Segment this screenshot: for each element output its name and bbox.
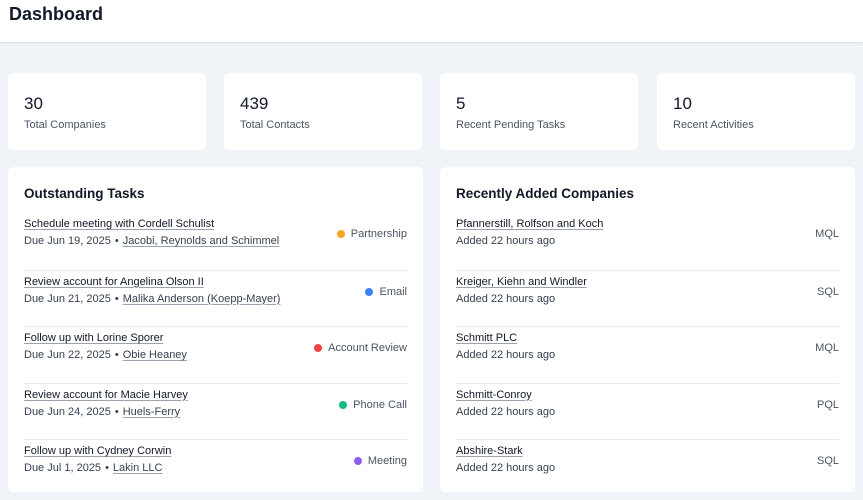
task-list: Schedule meeting with Cordell Schulist D… (8, 213, 423, 496)
company-name-link[interactable]: Kreiger, Kiehn and Windler (456, 275, 587, 288)
task-meta: Due Jun 22, 2025 • Obie Heaney (24, 349, 187, 361)
task-row: Schedule meeting with Cordell Schulist D… (24, 213, 407, 270)
company-name-link[interactable]: Pfannerstill, Rolfson and Koch (456, 218, 604, 230)
task-type-label: Partnership (350, 228, 407, 240)
separator: • (114, 349, 119, 361)
company-row: Schmitt-Conroy Added 22 hours ago PQL (456, 382, 839, 440)
stat-value: 5 (456, 94, 466, 113)
task-type: Partnership (336, 228, 407, 240)
company-list: Pfannerstill, Rolfson and Koch Added 22 … (440, 213, 855, 496)
lifecycle-stage: PQL (816, 398, 839, 411)
task-type-label: Email (379, 285, 407, 298)
separator: • (114, 235, 119, 247)
status-dot-icon (365, 287, 374, 296)
company-row: Abshire-Stark Added 22 hours ago SQL (456, 439, 839, 496)
separator: • (105, 462, 109, 474)
task-row: Follow up with Lorine Sporer Due Jun 22,… (24, 326, 407, 383)
task-due-date: Due Jun 22, 2025 (24, 349, 111, 361)
company-name-link[interactable]: Abshire-Stark (456, 445, 523, 457)
lifecycle-stage: SQL (816, 285, 839, 298)
lifecycle-stage: SQL (816, 455, 839, 467)
lifecycle-stage: MQL (815, 228, 839, 240)
task-due-date: Due Jun 21, 2025 (24, 292, 111, 305)
task-type: Account Review (314, 342, 407, 354)
task-type-label: Meeting (367, 455, 407, 467)
task-title-link[interactable]: Schedule meeting with Cordell Schulist (24, 218, 215, 230)
separator: • (114, 292, 119, 305)
task-row: Follow up with Cydney Corwin Due Jul 1, … (24, 439, 407, 496)
status-dot-icon (336, 230, 345, 238)
task-title-link[interactable]: Follow up with Lorine Sporer (24, 332, 164, 344)
task-meta: Due Jun 24, 2025 • Huels-Ferry (24, 406, 180, 418)
task-title-link[interactable]: Follow up with Cydney Corwin (24, 445, 172, 457)
stat-value: 439 (240, 94, 269, 113)
stat-card-pending-tasks[interactable]: 5 Recent Pending Tasks (440, 73, 638, 150)
task-company-link[interactable]: Malika Anderson (Koepp-Mayer) (122, 292, 281, 305)
company-added: Added 22 hours ago (456, 405, 556, 418)
status-dot-icon (314, 344, 323, 352)
task-type: Email (365, 286, 407, 298)
task-row: Review account for Macie Harvey Due Jun … (24, 382, 407, 440)
company-row: Kreiger, Kiehn and Windler Added 22 hour… (456, 269, 839, 327)
stat-label: Recent Pending Tasks (456, 119, 566, 131)
outstanding-tasks-panel: Outstanding Tasks Schedule meeting with … (8, 167, 423, 492)
status-dot-icon (353, 457, 362, 465)
task-title-link[interactable]: Review account for Angelina Olson II (24, 275, 204, 288)
company-added: Added 22 hours ago (456, 292, 556, 305)
task-company-link[interactable]: Huels-Ferry (122, 405, 181, 418)
stat-value: 10 (673, 94, 692, 113)
task-type-label: Phone Call (353, 398, 407, 411)
stat-value: 30 (24, 94, 43, 113)
stat-card-recent-activities[interactable]: 10 Recent Activities (657, 73, 855, 150)
task-title-link[interactable]: Review account for Macie Harvey (24, 388, 188, 401)
company-row: Schmitt PLC Added 22 hours ago MQL (456, 326, 839, 383)
company-added: Added 22 hours ago (456, 349, 556, 361)
task-type: Phone Call (339, 399, 407, 411)
stat-card-total-contacts[interactable]: 439 Total Contacts (224, 73, 422, 150)
company-name-link[interactable]: Schmitt PLC (456, 332, 518, 344)
stat-card-total-companies[interactable]: 30 Total Companies (8, 73, 206, 150)
task-company-link[interactable]: Lakin LLC (112, 462, 163, 474)
task-type-label: Account Review (328, 342, 407, 354)
page-title: Dashboard (9, 4, 104, 24)
company-added: Added 22 hours ago (456, 235, 556, 247)
task-type: Meeting (353, 455, 407, 467)
stat-label: Total Companies (24, 119, 106, 131)
task-company-link[interactable]: Obie Heaney (122, 349, 187, 361)
company-name-link[interactable]: Schmitt-Conroy (456, 388, 532, 401)
recent-companies-panel: Recently Added Companies Pfannerstill, R… (440, 167, 855, 492)
task-due-date: Due Jun 24, 2025 (24, 405, 111, 418)
stat-label: Total Contacts (240, 119, 310, 131)
task-due-date: Due Jul 1, 2025 (24, 462, 102, 474)
task-meta: Due Jun 21, 2025 • Malika Anderson (Koepp-… (24, 293, 280, 305)
task-meta: Due Jun 19, 2025 • Jacobi, Reynolds and Sc… (24, 235, 279, 247)
company-added: Added 22 hours ago (456, 462, 556, 474)
task-row: Review account for Angelina Olson II Due… (24, 269, 407, 327)
panel-title: Recently Added Companies (456, 186, 635, 201)
stat-label: Recent Activities (673, 119, 754, 131)
task-due-date: Due Jun 19, 2025 (24, 235, 111, 247)
company-row: Pfannerstill, Rolfson and Koch Added 22 … (456, 213, 839, 270)
panel-title: Outstanding Tasks (24, 186, 145, 201)
status-dot-icon (339, 400, 348, 409)
top-header: Dashboard (0, 0, 863, 43)
task-company-link[interactable]: Jacobi, Reynolds and Schimmel (122, 235, 280, 247)
task-meta: Due Jul 1, 2025 • Lakin LLC (24, 462, 162, 474)
separator: • (114, 405, 119, 418)
lifecycle-stage: MQL (815, 342, 839, 354)
